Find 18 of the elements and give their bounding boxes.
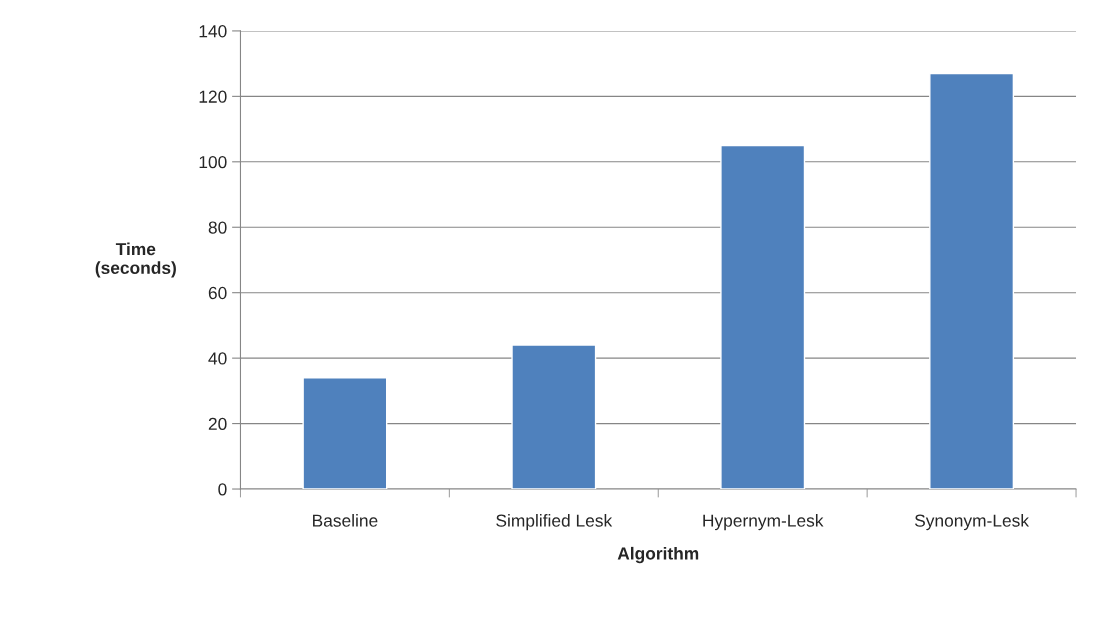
x-tick-label: Simplified Lesk bbox=[496, 514, 613, 531]
x-axis-title: Algorithm bbox=[617, 546, 699, 564]
y-tick-label: 100 bbox=[199, 155, 227, 169]
y-axis-title: Time (seconds) bbox=[95, 242, 176, 278]
y-tick-label: 40 bbox=[208, 352, 227, 365]
y-tick-label: 0 bbox=[218, 483, 227, 496]
y-tick-label: 140 bbox=[199, 25, 227, 38]
bar bbox=[929, 72, 1015, 490]
x-tick-label: Baseline bbox=[313, 514, 378, 527]
y-tick-label: 20 bbox=[208, 417, 227, 431]
bar bbox=[720, 144, 806, 490]
x-tick-label: Synonym-Lesk bbox=[914, 514, 1030, 531]
y-tick-label: 120 bbox=[199, 90, 227, 103]
x-tick-label: Hypernym-Lesk bbox=[703, 514, 824, 531]
y-tick-label: 80 bbox=[208, 221, 227, 234]
bar bbox=[511, 344, 597, 490]
y-tick-label: 60 bbox=[208, 286, 227, 300]
bar bbox=[302, 377, 388, 490]
